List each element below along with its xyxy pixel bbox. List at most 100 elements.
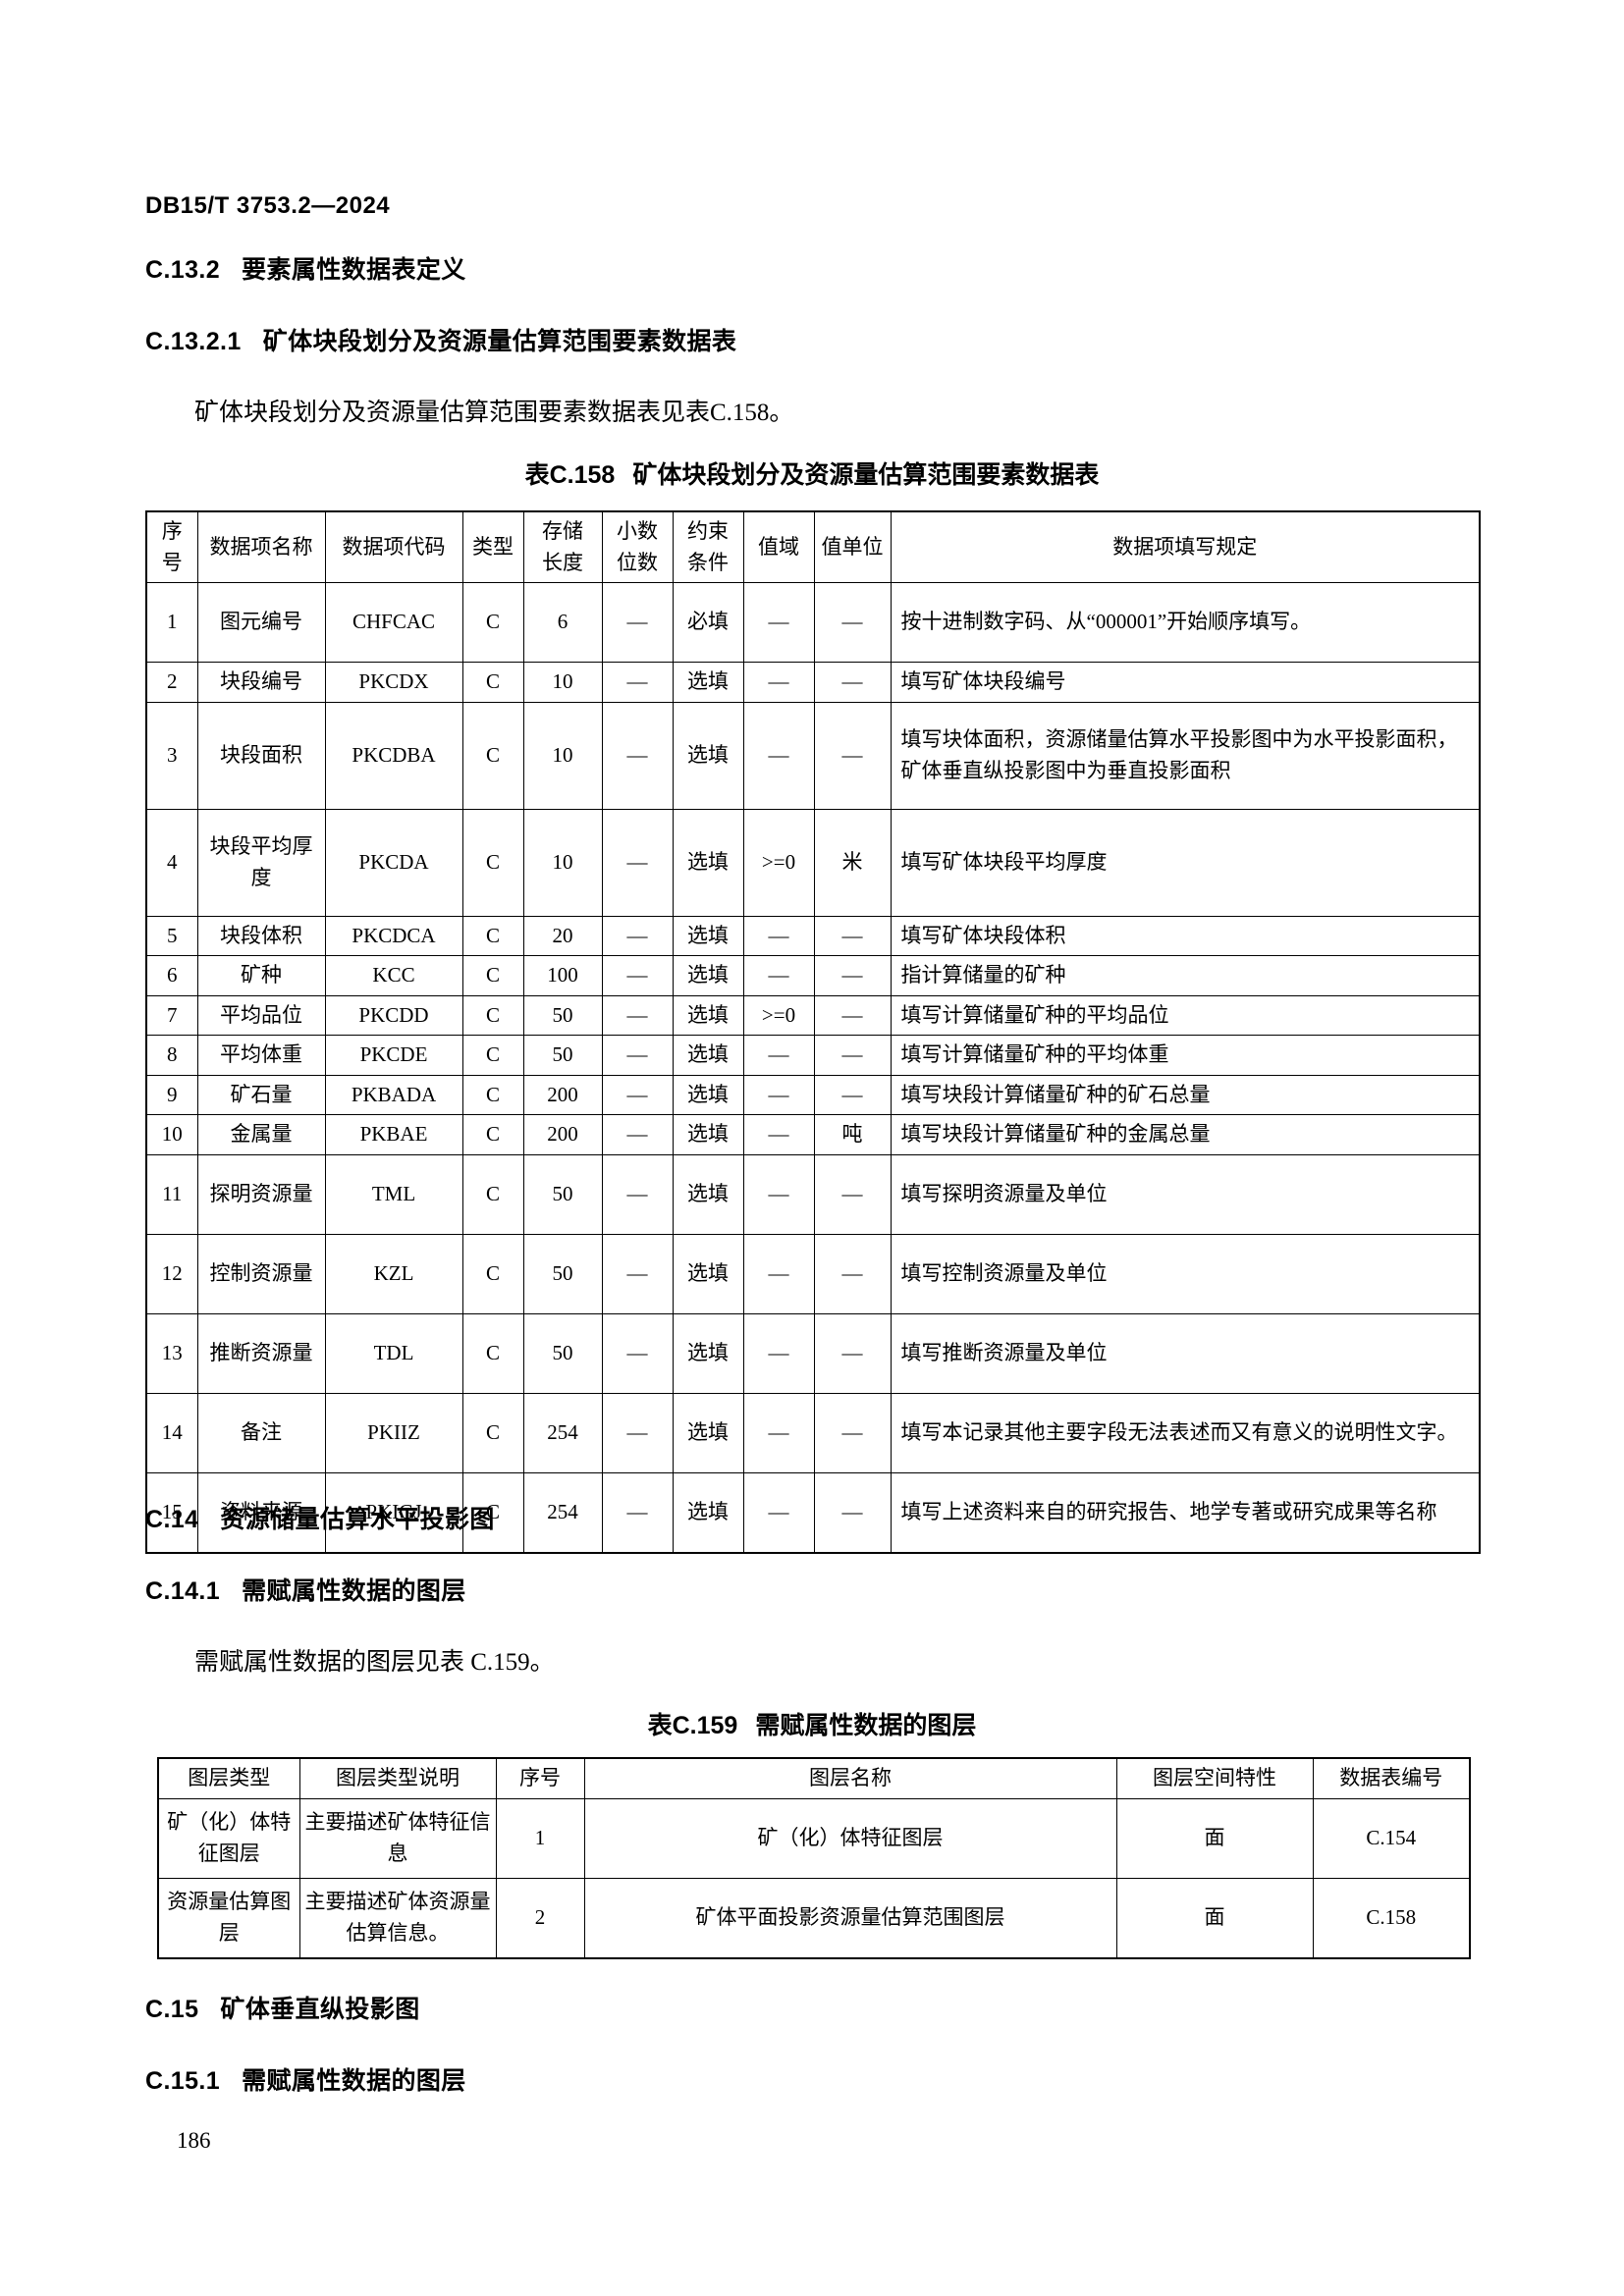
cell-value-range: — [742,1392,815,1473]
table-row: 10 金属量 PKBAE C 200— 选填 — 吨填写块段计算储量矿种的金属总量 [145,1114,1481,1155]
cell-layer-type-desc: 主要描述矿体资源量估算信息。 [298,1877,497,1958]
cell-decimal-places: — [601,994,674,1036]
cell-spatial-feature: 面 [1115,1877,1314,1958]
table-row: 7 平均品位 PKCDD C 50— 选填 >=0— 填写计算储量矿种的平均品位 [145,994,1481,1036]
cell-decimal-places: — [601,1392,674,1473]
cell-seq-no: 1 [495,1797,585,1879]
cell-fill-rule: 填写矿体块段体积 [890,915,1481,956]
cell-type: C [461,994,524,1036]
cell-item-name: 探明资源量 [196,1153,326,1235]
table-row: 11 探明资源量 TML C 50— 选填 — — 填写探明资源量及单位 [145,1153,1481,1235]
running-header: DB15/T 3753.2—2024 [145,192,391,219]
cell-data-table-no: C.154 [1312,1797,1471,1879]
cell-type: C [461,1471,524,1553]
cell-no: 1 [145,582,198,663]
cell-value-range: — [742,1114,815,1155]
cell-value-unit: — [813,994,892,1036]
cell-type: C [461,915,524,956]
col-header-value-range: 值域 [742,510,815,583]
cell-layer-name: 矿体平面投影资源量估算范围图层 [583,1877,1117,1958]
col-header-decimal-places-line2: 位数 [617,550,658,574]
cell-value-unit: — [813,955,892,996]
table-159-wrapper: 图层类型 图层类型说明 序号 图层名称 图层空间特性 数据表编号 矿（化）体特征… [157,1757,1471,1959]
cell-decimal-places: — [601,662,674,703]
cell-type: C [461,1312,524,1394]
page-number: 186 [177,2128,211,2153]
col-header-value-unit: 值单位 [813,510,892,583]
cell-no: 12 [145,1233,198,1314]
cell-fill-rule: 填写块段计算储量矿种的金属总量 [890,1114,1481,1155]
cell-item-code: TML [324,1153,463,1235]
cell-type: C [461,1074,524,1115]
cell-fill-rule: 填写本记录其他主要字段无法表述而又有意义的说明性文字。 [890,1392,1481,1473]
cell-decimal-places: — [601,1035,674,1076]
heading-c-14-1-number: C.14.1 [145,1577,221,1605]
cell-value-range: — [742,701,815,810]
cell-fill-rule: 填写矿体块段编号 [890,662,1481,703]
cell-value-unit: — [813,1312,892,1394]
col-header-storage-length: 存储 长度 [522,510,603,583]
cell-no: 8 [145,1035,198,1076]
col-header-no: 序号 [145,510,198,583]
cell-value-unit: — [813,1074,892,1115]
col-header-layer-type-desc: 图层类型说明 [298,1757,497,1799]
cell-decimal-places: — [601,1114,674,1155]
cell-storage-length: 50 [522,1233,603,1314]
cell-value-unit: — [813,1233,892,1314]
cell-storage-length: 10 [522,662,603,703]
cell-no: 6 [145,955,198,996]
cell-no: 5 [145,915,198,956]
cell-constraint: 选填 [672,1471,744,1553]
col-header-decimal-places-line1: 小数 [617,519,658,543]
cell-item-code: PKCDCA [324,915,463,956]
cell-no: 7 [145,994,198,1036]
col-header-constraint-line1: 约束 [687,519,729,543]
table-row: 8 平均体重 PKCDE C 50— 选填 — — 填写计算储量矿种的平均体重 [145,1035,1481,1076]
cell-layer-type-desc: 主要描述矿体特征信息 [298,1797,497,1879]
cell-item-code: PKCDX [324,662,463,703]
cell-item-name: 块段体积 [196,915,326,956]
table-159-body: 矿（化）体特征图层 主要描述矿体特征信息 1 矿（化）体特征图层面 C.154 资源量估算… [157,1797,1471,1958]
col-header-storage-length-line2: 长度 [542,550,583,574]
cell-value-unit: — [813,1153,892,1235]
col-header-type: 类型 [461,510,524,583]
heading-c-13-2-1: C.13.2.1 矿体块段划分及资源量估算范围要素数据表 [145,322,736,357]
cell-item-name: 资料来源 [196,1471,326,1553]
cell-constraint: 选填 [672,1035,744,1076]
cell-value-unit: — [813,701,892,810]
cell-type: C [461,662,524,703]
cell-value-range: — [742,955,815,996]
cell-constraint: 选填 [672,1392,744,1473]
heading-c-13-2-number: C.13.2 [145,256,221,284]
table-row: 15 资料来源 PKIGJ C 254— 选填 — — 填写上述资料来自的研究报告、地学专著或研… [145,1471,1481,1553]
caption-table-159-number: 表C.159 [647,1712,738,1739]
cell-constraint: 选填 [672,955,744,996]
cell-storage-length: 50 [522,1312,603,1394]
cell-value-range: >=0 [742,808,815,917]
table-159-header-row: 图层类型 图层类型说明 序号 图层名称 图层空间特性 数据表编号 [157,1757,1471,1799]
cell-item-name: 矿石量 [196,1074,326,1115]
cell-fill-rule: 指计算储量的矿种 [890,955,1481,996]
heading-c-14-title: 资源储量估算水平投影图 [220,1506,495,1533]
cell-decimal-places: — [601,1074,674,1115]
cell-item-code: PKCDA [324,808,463,917]
cell-item-name: 图元编号 [196,582,326,663]
cell-value-unit: — [813,582,892,663]
heading-c-14-number: C.14 [145,1506,199,1533]
cell-constraint: 选填 [672,1233,744,1314]
cell-no: 3 [145,701,198,810]
cell-fill-rule: 填写计算储量矿种的平均体重 [890,1035,1481,1076]
cell-item-name: 块段平均厚度 [196,808,326,917]
table-row: 5 块段体积 PKCDCA C 20— 选填 — — 填写矿体块段体积 [145,915,1481,956]
cell-storage-length: 50 [522,994,603,1036]
caption-table-159-text: 需赋属性数据的图层 [755,1712,977,1739]
cell-item-code: PKIIZ [324,1392,463,1473]
cell-item-code: PKCDD [324,994,463,1036]
cell-item-name: 块段面积 [196,701,326,810]
table-row: 矿（化）体特征图层 主要描述矿体特征信息 1 矿（化）体特征图层面 C.154 [157,1797,1471,1879]
cell-value-unit: 吨 [813,1114,892,1155]
cell-constraint: 选填 [672,1153,744,1235]
cell-fill-rule: 填写推断资源量及单位 [890,1312,1481,1394]
cell-decimal-places: — [601,1153,674,1235]
col-header-fill-rule: 数据项填写规定 [890,510,1481,583]
